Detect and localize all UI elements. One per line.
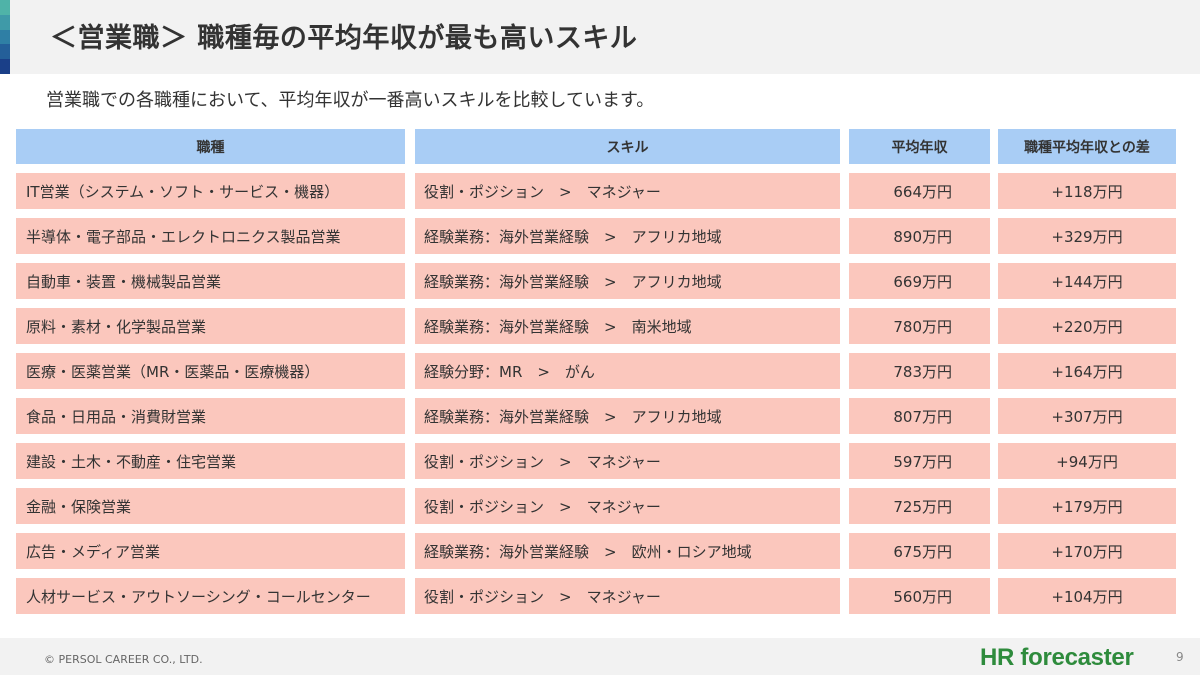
skills-table: 職種 スキル 平均年収 職種平均年収との差 IT営業（システム・ソフト・サービス… [16, 129, 1176, 623]
column-header-diff: 職種平均年収との差 [998, 129, 1176, 164]
skill-cell: 経験業務：海外営業経験 > アフリカ地域 [415, 398, 840, 434]
skill-cell: 役割・ポジション > マネジャー [415, 578, 840, 614]
salary-cell: 780万円 [849, 308, 990, 344]
page-title: ＜営業職＞ 職種毎の平均年収が最も高いスキル [50, 23, 638, 54]
accent-segment [0, 14, 10, 30]
skill-cell: 経験業務：海外営業経験 > アフリカ地域 [415, 218, 840, 254]
job-cell: 広告・メディア営業 [16, 533, 405, 569]
footer-bar [0, 638, 1200, 675]
job-cell: IT営業（システム・ソフト・サービス・機器） [16, 173, 405, 209]
table-row: IT営業（システム・ソフト・サービス・機器） 役割・ポジション > マネジャー 66… [16, 173, 1176, 209]
salary-cell: 725万円 [849, 488, 990, 524]
salary-diff-cell: +94万円 [998, 443, 1176, 479]
salary-cell: 890万円 [849, 218, 990, 254]
column-header-salary: 平均年収 [849, 129, 990, 164]
table-row: 原料・素材・化学製品営業 経験業務：海外営業経験 > 南米地域 780万円 +220万… [16, 308, 1176, 344]
brand-logo: HR forecaster [980, 644, 1134, 671]
title-bar [0, 0, 1200, 74]
accent-stripe [0, 0, 10, 74]
column-header-skill: スキル [415, 129, 840, 164]
salary-diff-cell: +307万円 [998, 398, 1176, 434]
table-body: IT営業（システム・ソフト・サービス・機器） 役割・ポジション > マネジャー 66… [16, 173, 1176, 614]
skill-cell: 経験業務：海外営業経験 > 欧州・ロシア地域 [415, 533, 840, 569]
skill-cell: 経験分野：MR > がん [415, 353, 840, 389]
table-row: 医療・医薬営業（MR・医薬品・医療機器） 経験分野：MR > がん 783万円 +16… [16, 353, 1176, 389]
job-cell: 人材サービス・アウトソーシング・コールセンター [16, 578, 405, 614]
page-subtitle: 営業職での各職種において、平均年収が一番高いスキルを比較しています。 [46, 90, 655, 111]
salary-diff-cell: +170万円 [998, 533, 1176, 569]
job-cell: 金融・保険営業 [16, 488, 405, 524]
skill-cell: 役割・ポジション > マネジャー [415, 488, 840, 524]
accent-segment [0, 0, 10, 15]
skill-cell: 役割・ポジション > マネジャー [415, 443, 840, 479]
salary-cell: 675万円 [849, 533, 990, 569]
table-row: 建設・土木・不動産・住宅営業 役割・ポジション > マネジャー 597万円 +94万円 [16, 443, 1176, 479]
table-row: 人材サービス・アウトソーシング・コールセンター 役割・ポジション > マネジャー 5… [16, 578, 1176, 614]
salary-diff-cell: +104万円 [998, 578, 1176, 614]
skill-cell: 経験業務：海外営業経験 > アフリカ地域 [415, 263, 840, 299]
job-cell: 原料・素材・化学製品営業 [16, 308, 405, 344]
table-header-row: 職種 スキル 平均年収 職種平均年収との差 [16, 129, 1176, 164]
salary-cell: 807万円 [849, 398, 990, 434]
accent-segment [0, 29, 10, 45]
job-cell: 医療・医薬営業（MR・医薬品・医療機器） [16, 353, 405, 389]
salary-cell: 783万円 [849, 353, 990, 389]
page-number: 9 [1176, 650, 1184, 664]
salary-diff-cell: +179万円 [998, 488, 1176, 524]
salary-cell: 560万円 [849, 578, 990, 614]
skill-cell: 役割・ポジション > マネジャー [415, 173, 840, 209]
accent-segment [0, 44, 10, 60]
salary-diff-cell: +118万円 [998, 173, 1176, 209]
copyright: © PERSOL CAREER CO., LTD. [44, 653, 203, 666]
table-row: 広告・メディア営業 経験業務：海外営業経験 > 欧州・ロシア地域 675万円 +170… [16, 533, 1176, 569]
salary-diff-cell: +144万円 [998, 263, 1176, 299]
table-row: 自動車・装置・機械製品営業 経験業務：海外営業経験 > アフリカ地域 669万円 +1… [16, 263, 1176, 299]
accent-segment [0, 59, 10, 74]
salary-cell: 664万円 [849, 173, 990, 209]
salary-cell: 597万円 [849, 443, 990, 479]
job-cell: 自動車・装置・機械製品営業 [16, 263, 405, 299]
salary-diff-cell: +329万円 [998, 218, 1176, 254]
salary-diff-cell: +164万円 [998, 353, 1176, 389]
job-cell: 建設・土木・不動産・住宅営業 [16, 443, 405, 479]
job-cell: 食品・日用品・消費財営業 [16, 398, 405, 434]
salary-diff-cell: +220万円 [998, 308, 1176, 344]
salary-cell: 669万円 [849, 263, 990, 299]
skill-cell: 経験業務：海外営業経験 > 南米地域 [415, 308, 840, 344]
table-row: 金融・保険営業 役割・ポジション > マネジャー 725万円 +179万円 [16, 488, 1176, 524]
table-row: 半導体・電子部品・エレクトロニクス製品営業 経験業務：海外営業経験 > アフリカ地… [16, 218, 1176, 254]
table-row: 食品・日用品・消費財営業 経験業務：海外営業経験 > アフリカ地域 807万円 +30… [16, 398, 1176, 434]
job-cell: 半導体・電子部品・エレクトロニクス製品営業 [16, 218, 405, 254]
column-header-job: 職種 [16, 129, 405, 164]
